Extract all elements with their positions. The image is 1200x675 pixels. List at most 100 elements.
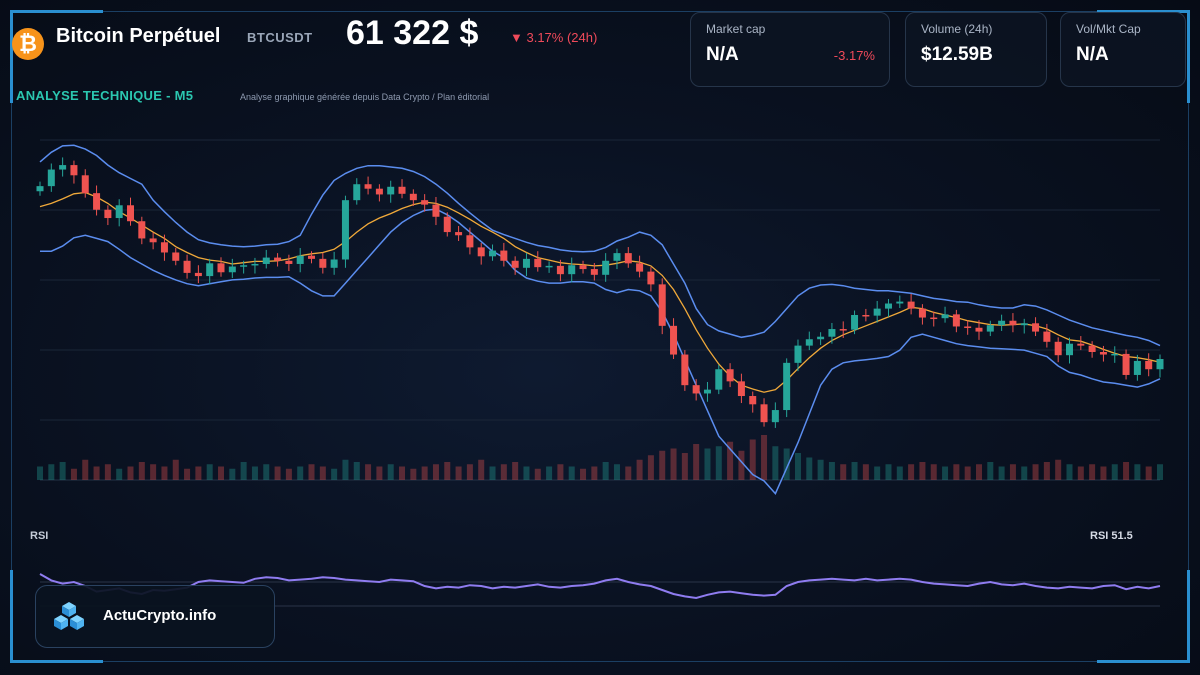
brand-badge[interactable]: ActuCrypto.info (35, 585, 275, 648)
stat-card-market-cap: Market cap N/A -3.17% (690, 12, 890, 87)
rsi-line (39, 573, 1161, 600)
volume-bar (444, 462, 451, 480)
candle-body (1088, 345, 1096, 352)
candle-body (613, 253, 621, 261)
volume-bar (319, 466, 326, 480)
candle-body (545, 265, 553, 268)
volume-bar (274, 466, 281, 480)
volume-bar (874, 466, 881, 480)
stat-value: $12.59B (921, 44, 993, 65)
cubes-icon (54, 602, 84, 630)
candle-body (1145, 360, 1153, 370)
moving-average-line (39, 191, 1161, 393)
candle-body (409, 193, 417, 201)
bollinger-upper-line (39, 144, 1161, 347)
volume-bar (93, 466, 100, 480)
frame-corner-bottom-right (1097, 570, 1190, 663)
volume-bar (116, 468, 123, 480)
volume-bar (365, 464, 372, 480)
volume-bar (715, 446, 722, 480)
candle-body (534, 258, 542, 268)
candle-body (771, 410, 779, 423)
candle-body (1111, 353, 1119, 356)
candle-body (387, 186, 395, 195)
frame-corner-bottom-left (10, 570, 103, 663)
header: ₿ Bitcoin Perpétuel BTCUSDT 61 322 $ ▼ 3… (10, 12, 700, 72)
candle-body (421, 200, 429, 205)
candle-body (398, 186, 406, 194)
volume-bar (659, 450, 666, 480)
candle-body (749, 396, 757, 405)
candle-body (375, 188, 383, 195)
candle-body (851, 315, 859, 330)
volume-bar (342, 459, 349, 480)
volume-bar (783, 448, 790, 480)
volume-bar (104, 464, 111, 480)
candle-body (206, 263, 214, 277)
volume-bar (127, 466, 134, 480)
volume-bar (693, 444, 700, 480)
volume-bar (998, 466, 1005, 480)
volume-bar (647, 455, 654, 480)
candle-body (918, 308, 926, 318)
volume-bar (37, 466, 43, 480)
volume-bar (1157, 464, 1163, 480)
candle-body (353, 184, 361, 201)
candle-body (1020, 323, 1028, 326)
volume-bar (919, 462, 926, 480)
frame-left-line (11, 10, 12, 663)
volume-bar (851, 462, 858, 480)
candle-body (81, 175, 89, 194)
volume-bar (1032, 464, 1039, 480)
volume-bar (1134, 464, 1141, 480)
candle-body (681, 354, 689, 386)
candle-body (952, 314, 960, 327)
frame-top-line (10, 11, 1190, 12)
candle-body (636, 263, 644, 272)
price-change-24h: ▼ 3.17% (24h) (510, 30, 598, 45)
volume-bar (308, 464, 315, 480)
candle-body (1156, 359, 1164, 370)
volume-bar (749, 439, 756, 480)
volume-bar (557, 464, 564, 480)
candle-body (907, 301, 915, 309)
candle-body (1077, 343, 1085, 346)
candle-body (194, 272, 202, 277)
volume-bar (1021, 466, 1028, 480)
volume-bar (70, 468, 77, 480)
candle-body (975, 327, 983, 332)
stat-value: N/A (1076, 44, 1109, 65)
volume-bar (150, 464, 157, 480)
candle-body (228, 266, 236, 273)
volume-bar (704, 448, 711, 480)
candle-body (251, 263, 259, 266)
volume-bar (229, 468, 236, 480)
candle-body (602, 260, 610, 275)
volume-bar (263, 464, 270, 480)
volume-bar (478, 459, 485, 480)
frame-corner-top-left (10, 10, 103, 103)
candle-body (998, 320, 1006, 326)
volume-bar (410, 468, 417, 480)
candle-body (1133, 360, 1141, 375)
volume-bar (738, 450, 745, 480)
volume-bar (466, 464, 473, 480)
volume-bar (59, 462, 66, 480)
volume-bar (218, 466, 225, 480)
candle-body (896, 301, 904, 304)
volume-bar (387, 464, 394, 480)
volume-bar (580, 468, 587, 480)
current-price: 61 322 $ (346, 14, 479, 52)
candle-body (1054, 341, 1062, 356)
candle-body (104, 209, 112, 219)
candle-body (805, 339, 813, 346)
volume-bar (761, 435, 768, 480)
candle-body (715, 369, 723, 390)
candle-body (794, 345, 802, 363)
volume-bar (817, 459, 824, 480)
volume-bar (195, 466, 202, 480)
stat-label: Vol/Mkt Cap (1076, 22, 1141, 36)
candle-body (364, 184, 372, 189)
volume-bar (512, 462, 519, 480)
volume-bar (206, 464, 213, 480)
